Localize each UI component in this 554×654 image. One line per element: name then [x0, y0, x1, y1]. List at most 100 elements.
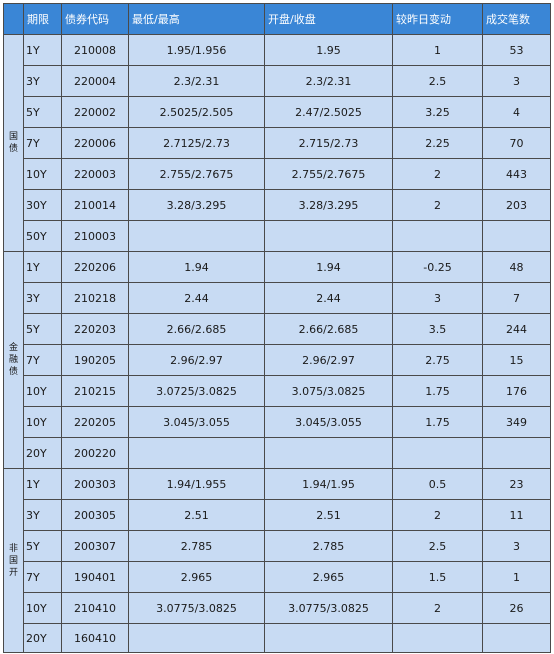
term-cell: 5Y [23, 313, 62, 345]
table-row: 50Y 210003 [4, 220, 551, 252]
change-cell: 2 [392, 592, 483, 624]
code-cell: 200307 [61, 530, 129, 562]
term-cell: 3Y [23, 499, 62, 531]
low-high-cell: 2.965 [128, 561, 265, 593]
table-row: 国债 1Y 210008 1.95/1.956 1.95 1 53 [3, 34, 551, 252]
term-cell: 7Y [23, 344, 62, 376]
group-label: 非国开 [3, 468, 24, 653]
trades-cell: 53 [482, 34, 551, 66]
open-close-cell: 2.96/2.97 [264, 344, 393, 376]
low-high-cell: 3.0725/3.0825 [128, 375, 265, 407]
low-high-cell: 1.94/1.955 [128, 468, 265, 500]
low-high-cell: 2.44 [128, 282, 265, 314]
header-group [3, 3, 24, 35]
table-row: 3Y 210218 2.44 2.44 3 7 [4, 282, 551, 314]
open-close-cell: 2.785 [264, 530, 393, 562]
trades-cell: 15 [482, 344, 551, 376]
table-row: 7Y 190401 2.965 2.965 1.5 1 [4, 561, 551, 593]
code-cell: 200305 [61, 499, 129, 531]
term-cell: 10Y [23, 375, 62, 407]
trades-cell: 11 [482, 499, 551, 531]
table-row: 10Y 220003 2.755/2.7675 2.755/2.7675 2 4… [4, 158, 551, 190]
term-cell: 20Y [23, 437, 62, 469]
low-high-cell: 1.95/1.956 [128, 34, 265, 66]
change-cell: 2.5 [392, 530, 483, 562]
table-row: 5Y 220002 2.5025/2.505 2.47/2.5025 3.25 … [4, 96, 551, 128]
trades-cell: 4 [482, 96, 551, 128]
code-cell: 210008 [61, 34, 129, 66]
low-high-cell [128, 623, 265, 653]
open-close-cell: 2.44 [264, 282, 393, 314]
change-cell [392, 220, 483, 252]
table-row: 3Y 220004 2.3/2.31 2.3/2.31 2.5 3 [4, 65, 551, 97]
trades-cell: 3 [482, 65, 551, 97]
open-close-cell: 3.045/3.055 [264, 406, 393, 438]
low-high-cell [128, 220, 265, 252]
code-cell: 220206 [61, 251, 129, 283]
term-cell: 5Y [23, 530, 62, 562]
open-close-cell: 3.28/3.295 [264, 189, 393, 221]
code-cell: 190205 [61, 344, 129, 376]
group-label: 金融债 [3, 251, 24, 469]
table-row: 20Y 200220 [4, 437, 551, 469]
change-cell: 1.75 [392, 406, 483, 438]
open-close-cell: 2.715/2.73 [264, 127, 393, 159]
table-row: 5Y 200307 2.785 2.785 2.5 3 [4, 530, 551, 562]
table-wrapper: 期限 债券代码 最低/最高 开盘/收盘 较昨日变动 成交笔数 国债 1Y 210… [3, 3, 551, 653]
open-close-cell: 2.47/2.5025 [264, 96, 393, 128]
table-row: 10Y 210215 3.0725/3.0825 3.075/3.0825 1.… [4, 375, 551, 407]
change-cell [392, 623, 483, 653]
trades-cell: 70 [482, 127, 551, 159]
change-cell: 2 [392, 158, 483, 190]
group-label: 国债 [3, 34, 24, 252]
change-cell: 1.75 [392, 375, 483, 407]
code-cell: 220002 [61, 96, 129, 128]
change-cell: 2.5 [392, 65, 483, 97]
header-term: 期限 [23, 3, 62, 35]
open-close-cell [264, 623, 393, 653]
low-high-cell: 3.0775/3.0825 [128, 592, 265, 624]
code-cell: 220004 [61, 65, 129, 97]
trades-cell [482, 437, 551, 469]
low-high-cell: 3.28/3.295 [128, 189, 265, 221]
change-cell: 0.5 [392, 468, 483, 500]
table-row: 10Y 210410 3.0775/3.0825 3.0775/3.0825 2… [4, 592, 551, 624]
change-cell: 2.75 [392, 344, 483, 376]
code-cell: 200220 [61, 437, 129, 469]
table-row: 3Y 200305 2.51 2.51 2 11 [4, 499, 551, 531]
open-close-cell: 3.0775/3.0825 [264, 592, 393, 624]
low-high-cell: 2.66/2.685 [128, 313, 265, 345]
open-close-cell: 2.965 [264, 561, 393, 593]
table-row: 10Y 220205 3.045/3.055 3.045/3.055 1.75 … [4, 406, 551, 438]
low-high-cell: 2.5025/2.505 [128, 96, 265, 128]
term-cell: 1Y [23, 468, 62, 500]
trades-cell: 176 [482, 375, 551, 407]
term-cell: 5Y [23, 96, 62, 128]
term-cell: 7Y [23, 561, 62, 593]
trades-cell: 7 [482, 282, 551, 314]
header-code: 债券代码 [61, 3, 129, 35]
open-close-cell: 1.94/1.95 [264, 468, 393, 500]
code-cell: 220006 [61, 127, 129, 159]
term-cell: 7Y [23, 127, 62, 159]
trades-cell [482, 623, 551, 653]
trades-cell: 26 [482, 592, 551, 624]
low-high-cell: 2.51 [128, 499, 265, 531]
low-high-cell: 2.755/2.7675 [128, 158, 265, 190]
term-cell: 1Y [23, 34, 62, 66]
code-cell: 190401 [61, 561, 129, 593]
term-cell: 10Y [23, 592, 62, 624]
low-high-cell [128, 437, 265, 469]
code-cell: 210003 [61, 220, 129, 252]
change-cell [392, 437, 483, 469]
trades-cell: 203 [482, 189, 551, 221]
code-cell: 210014 [61, 189, 129, 221]
low-high-cell: 2.96/2.97 [128, 344, 265, 376]
change-cell: 1.5 [392, 561, 483, 593]
code-cell: 210410 [61, 592, 129, 624]
change-cell: 3.25 [392, 96, 483, 128]
change-cell: -0.25 [392, 251, 483, 283]
low-high-cell: 3.045/3.055 [128, 406, 265, 438]
change-cell: 2 [392, 189, 483, 221]
term-cell: 1Y [23, 251, 62, 283]
